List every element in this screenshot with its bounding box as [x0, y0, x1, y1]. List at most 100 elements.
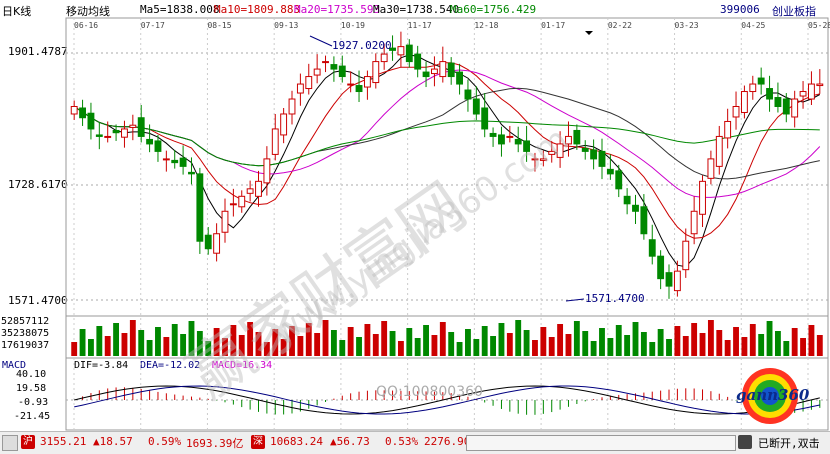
horizontal-scrollbar[interactable]: [466, 435, 736, 451]
kline-chart[interactable]: 06-16 07-17 08-15 09-13 10-19 11-17 12-18 01-17…: [0, 0, 830, 431]
candlesticks: [70, 31, 824, 299]
candle-body: [640, 206, 648, 235]
volume-bar: [498, 323, 505, 356]
candle-body: [673, 270, 681, 292]
date-label: 07-17: [141, 21, 165, 30]
macd-dea: DEA=-12.02: [140, 360, 201, 371]
max-price-annotation: 1927.0200: [332, 39, 392, 52]
sz-market-icon[interactable]: 深: [251, 435, 265, 449]
volume-bar: [96, 326, 103, 356]
period-label[interactable]: 日K线: [2, 5, 32, 18]
volume-bar: [372, 334, 379, 356]
candle-body: [531, 158, 539, 161]
ma30-label: Ma30=1738.540: [373, 3, 460, 16]
volume-bar: [699, 333, 706, 356]
volume-bar: [230, 325, 237, 356]
ma20-label: Ma20=1735.593: [294, 3, 381, 16]
ma60-label: Ma60=1756.429: [450, 3, 537, 16]
volume-bar: [347, 327, 354, 356]
candle-body: [590, 149, 598, 160]
candle-body: [204, 234, 212, 250]
volume-bar: [448, 332, 455, 356]
candle-body: [707, 158, 715, 179]
candle-body: [799, 91, 807, 97]
candle-body: [699, 180, 706, 215]
candle-body: [498, 134, 505, 145]
connection-status[interactable]: 已断开,双击: [758, 437, 820, 450]
candle-body: [606, 168, 614, 175]
candle-body: [397, 46, 405, 56]
date-label: 01-17: [541, 21, 565, 30]
candle-body: [548, 150, 556, 155]
volume-bar: [749, 324, 756, 356]
candle-body: [263, 158, 271, 184]
grid-icon[interactable]: [2, 435, 18, 451]
sh-market-icon[interactable]: 沪: [21, 435, 35, 449]
volume-bar: [632, 322, 639, 356]
candle-body: [657, 255, 665, 280]
price-axis-high: 1901.4787: [8, 45, 68, 58]
volume-bar: [506, 333, 513, 356]
date-label: 05-28: [808, 21, 830, 30]
date-label: 06-16: [74, 21, 98, 30]
volume-bar: [733, 327, 739, 356]
candle-body: [749, 83, 757, 93]
chart-header: 日K线 移动均线 Ma5=1838.008 Ma10=1809.883 Ma20…: [0, 0, 830, 18]
candle-body: [623, 195, 631, 205]
indicator-label[interactable]: 移动均线: [66, 5, 110, 18]
stock-code: 399006: [720, 3, 760, 16]
candle-body: [129, 124, 137, 128]
sz-change: ▲56.73: [330, 435, 370, 448]
status-bar: 沪 3155.21 ▲18.57 0.59% 1693.39亿 深 10683.…: [0, 431, 830, 454]
volume-bar: [515, 320, 522, 356]
candle-body: [581, 147, 589, 152]
volume-bar: [146, 340, 153, 356]
macd-dif: DIF=-3.84: [74, 360, 129, 371]
price-axis-mid: 1728.6170: [8, 178, 68, 191]
volume-bar: [213, 328, 220, 356]
date-axis: 06-16 07-17 08-15 09-13 10-19 11-17 12-18 01-17…: [74, 21, 830, 30]
volume-bar: [255, 332, 262, 356]
volume-bar: [364, 324, 371, 356]
candle-body: [539, 158, 547, 161]
volume-axis-2: 35238075: [1, 328, 50, 339]
volume-bar: [205, 341, 212, 356]
volume-bar: [423, 325, 429, 356]
candle-body: [137, 117, 145, 137]
candle-body: [271, 128, 279, 155]
volume-bar: [607, 338, 614, 356]
volume-bar: [196, 331, 203, 356]
volume-bar: [314, 333, 321, 356]
date-label: 11-17: [408, 21, 432, 30]
volume-bar: [171, 324, 178, 356]
volume-bar: [339, 340, 346, 356]
sh-index: 3155.21: [40, 435, 87, 448]
volume-bar: [540, 327, 547, 356]
candle-body: [104, 135, 112, 138]
network-icon[interactable]: [738, 435, 752, 449]
candle-body: [162, 158, 170, 161]
volume-bar: [79, 329, 86, 356]
candle-body: [556, 143, 564, 158]
volume-bar: [691, 323, 698, 356]
volume-bar: [406, 328, 413, 356]
volume-bar: [523, 330, 530, 356]
candle-body: [481, 107, 489, 130]
candle-body: [648, 239, 656, 257]
candle-body: [338, 65, 346, 78]
stock-name: 创业板指: [772, 5, 816, 18]
date-label: 10-19: [341, 21, 365, 30]
candle-body: [305, 76, 313, 90]
candle-body: [791, 98, 799, 118]
volume-bar: [791, 328, 798, 356]
volume-bar: [724, 340, 731, 356]
volume-bar: [741, 337, 748, 356]
gann360-logo: gann360: [726, 360, 824, 430]
candle-body: [95, 134, 103, 137]
ma10-line: [73, 62, 820, 239]
candle-body: [489, 132, 497, 137]
volume-bar: [666, 339, 672, 356]
candle-body: [121, 128, 128, 138]
candle-body: [171, 159, 179, 164]
date-label: 12-18: [474, 21, 498, 30]
